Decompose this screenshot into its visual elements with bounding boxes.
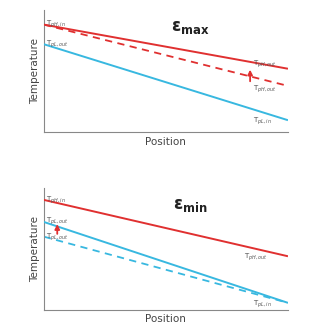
Text: T$_{pL,in}$: T$_{pL,in}$ <box>253 116 271 127</box>
Text: T$_{pH,out}$: T$_{pH,out}$ <box>253 83 276 95</box>
Text: $\boldsymbol{\varepsilon}$$_\mathbf{min}$: $\boldsymbol{\varepsilon}$$_\mathbf{min}… <box>173 196 208 214</box>
Text: T$_{pL,in}$: T$_{pL,in}$ <box>253 299 271 311</box>
Text: T$_{pL,out}$: T$_{pL,out}$ <box>46 215 69 227</box>
Text: T$_{pL,out}$: T$_{pL,out}$ <box>46 232 69 243</box>
Y-axis label: Temperature: Temperature <box>30 216 40 282</box>
X-axis label: Position: Position <box>146 314 186 324</box>
Y-axis label: Temperature: Temperature <box>30 38 40 104</box>
Text: T$_{pH,in}$: T$_{pH,in}$ <box>46 19 66 30</box>
Text: $\boldsymbol{\varepsilon}$$_\mathbf{max}$: $\boldsymbol{\varepsilon}$$_\mathbf{max}… <box>171 18 210 37</box>
X-axis label: Position: Position <box>146 137 186 147</box>
Text: T$_{pL,out}$: T$_{pL,out}$ <box>46 39 69 50</box>
Text: T$_{pH,out}$: T$_{pH,out}$ <box>253 59 276 70</box>
Text: T$_{pH,in}$: T$_{pH,in}$ <box>46 194 66 206</box>
Text: T$_{pH,out}$: T$_{pH,out}$ <box>244 251 268 263</box>
